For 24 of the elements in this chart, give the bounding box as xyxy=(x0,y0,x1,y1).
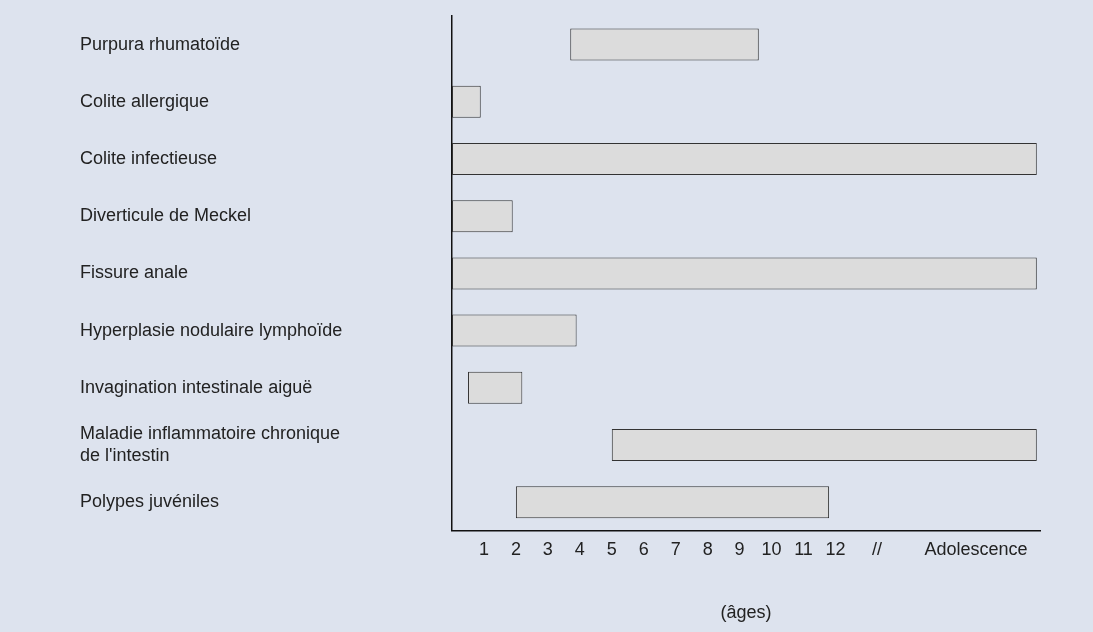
x-tick-label: 4 xyxy=(574,538,585,559)
y-tick-label: Colite allergique xyxy=(80,90,210,111)
y-tick-label: Invagination intestinale aiguë xyxy=(80,376,313,397)
x-tick-label: 10 xyxy=(761,538,782,559)
y-tick-label: Hyperplasie nodulaire lymphoïde xyxy=(80,319,343,340)
x-tick-label: 12 xyxy=(825,538,846,559)
x-tick-label: 11 xyxy=(794,538,813,559)
y-tick-label: Polypes juvéniles xyxy=(80,491,220,512)
x-tick-label: 9 xyxy=(734,538,745,559)
x-tick-label: 2 xyxy=(510,538,521,559)
x-tick-label: 8 xyxy=(702,538,713,559)
y-tick-label: Maladie inflammatoire chronique de l'intestin xyxy=(80,423,341,465)
x-axis-title: (âges) xyxy=(720,602,772,623)
x-tick-label: Adolescence xyxy=(924,538,1028,559)
x-tick-label: 5 xyxy=(606,538,617,559)
y-tick-label: Purpura rhumatoïde xyxy=(80,33,241,54)
y-tick-label: Fissure anale xyxy=(80,262,189,283)
y-tick-label: Colite infectieuse xyxy=(80,147,218,168)
x-tick-label: 6 xyxy=(638,538,649,559)
x-tick-label: 1 xyxy=(478,538,489,559)
x-tick-label: // xyxy=(872,538,883,559)
x-tick-label: 3 xyxy=(542,538,553,559)
y-tick-label: Diverticule de Meckel xyxy=(80,205,252,226)
x-tick-label: 7 xyxy=(670,538,681,559)
